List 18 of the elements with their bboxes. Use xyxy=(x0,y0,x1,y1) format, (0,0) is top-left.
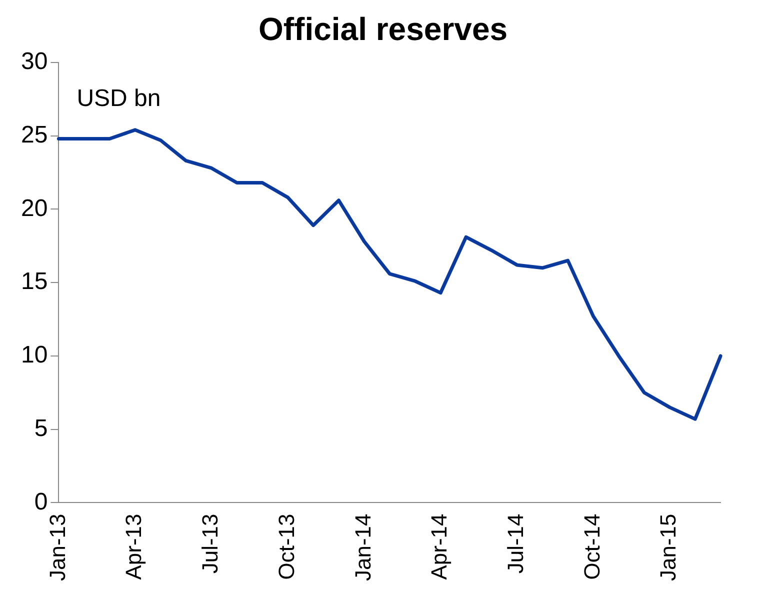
y-tick-label: 0 xyxy=(34,488,48,516)
x-tick-label: Jan-14 xyxy=(350,514,376,582)
y-tick-label: 15 xyxy=(20,268,48,296)
annotation: USD bn xyxy=(76,85,161,112)
y-tick-label: 30 xyxy=(20,48,48,76)
x-tick-label: Jul-13 xyxy=(198,514,223,574)
x-tick-label: Apr-13 xyxy=(121,514,146,580)
y-tick-label: 20 xyxy=(20,194,48,222)
y-tick-label: 5 xyxy=(34,414,48,442)
x-tick-label: Jan-13 xyxy=(44,514,70,582)
y-tick-label: 25 xyxy=(20,121,48,148)
x-tick-label: Oct-14 xyxy=(579,514,604,580)
x-tick-label: Apr-14 xyxy=(426,514,452,580)
y-tick-label: 10 xyxy=(20,342,48,369)
x-tick-label: Jan-15 xyxy=(656,514,681,582)
x-tick-label: Oct-13 xyxy=(274,514,299,580)
chart-title: Official reserves xyxy=(258,11,508,48)
x-tick-label: Jul-14 xyxy=(503,514,528,574)
